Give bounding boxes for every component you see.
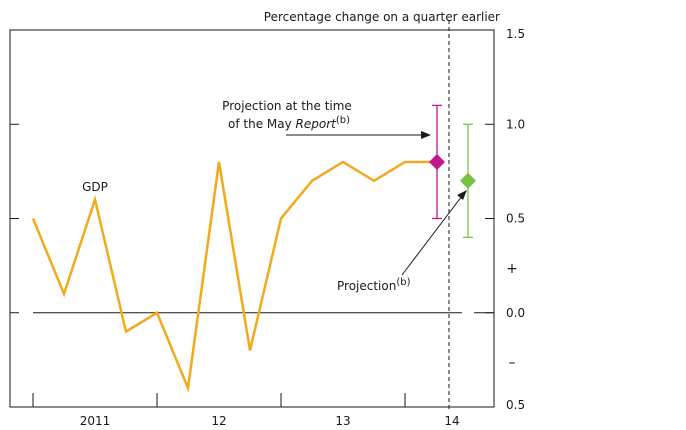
y-tick-label: 1.5 — [506, 27, 525, 41]
projection-note: (b) — [396, 277, 410, 288]
gdp-line — [33, 162, 436, 388]
chart-marks: 1.5 1.0 0.5 0.0 0.5 2011 12 13 14 GDP — [10, 20, 525, 428]
projection-may-label-italic: Report — [296, 117, 338, 131]
y-tick-label: 0.5 — [506, 212, 525, 226]
y-tick-label: 0.5 — [506, 398, 525, 412]
projection-may-label-line1-text: Projection at the time — [222, 99, 352, 113]
plot-frame — [10, 30, 494, 407]
y-tick-label: 1.0 — [506, 117, 525, 131]
projection-may-note: (b) — [336, 115, 350, 126]
projection-label-text: Projection — [337, 279, 396, 293]
projection-may-label-line2: of the May Report(b) — [228, 115, 350, 131]
projection-may-arrowhead — [421, 131, 431, 139]
unit-label: Percentage change on a quarter earlier — [264, 10, 500, 24]
x-tick-label: 14 — [444, 414, 459, 428]
plus-sign-label: + — [506, 261, 518, 277]
x-tick-label: 12 — [211, 414, 226, 428]
projection-current-central-diamond — [460, 173, 476, 189]
x-tick-label: 13 — [335, 414, 350, 428]
y-tick-label: 0.0 — [506, 306, 525, 320]
projection-label: Projection(b) — [337, 277, 411, 293]
projection-arrow-line — [402, 196, 462, 275]
projection-may-label-line1: Projection at the time — [222, 99, 352, 113]
minus-sign-label: – — [509, 355, 516, 371]
projection-may-report-central-diamond — [429, 154, 445, 170]
projection-may-label-prefix: of the May — [228, 117, 296, 131]
gdp-series-label: GDP — [82, 180, 108, 194]
x-tick-label: 2011 — [80, 414, 111, 428]
projection-arrowhead — [457, 190, 467, 200]
